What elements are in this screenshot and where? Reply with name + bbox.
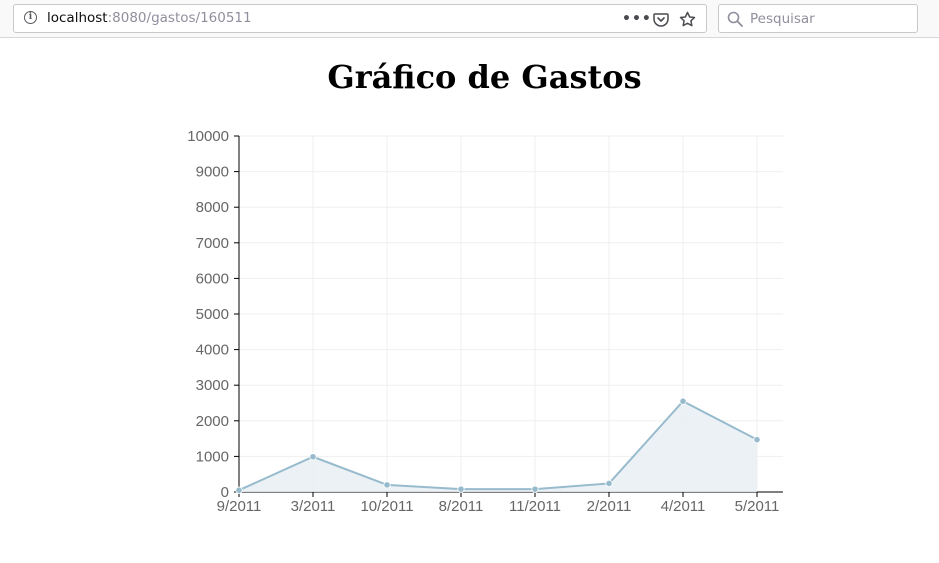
data-point — [457, 485, 465, 493]
search-placeholder: Pesquisar — [750, 11, 815, 27]
more-actions-icon[interactable]: ••• — [622, 11, 652, 27]
series-line — [238, 399, 758, 492]
x-tick-label: 5/2011 — [735, 498, 780, 515]
bookmark-star-icon[interactable] — [674, 11, 700, 28]
x-tick-label: 8/2011 — [439, 498, 484, 515]
url-bar[interactable]: i localhost:8080/gastos/160511 ••• — [13, 4, 707, 33]
search-icon — [727, 11, 743, 31]
search-bar[interactable]: Pesquisar — [718, 4, 918, 33]
x-tick-label: 10/2011 — [360, 498, 413, 515]
y-tick-label: 6000 — [196, 270, 229, 287]
y-tick-label: 8000 — [196, 199, 229, 216]
y-tick-label: 9000 — [196, 164, 229, 181]
y-tick-label: 5000 — [196, 306, 229, 323]
info-icon[interactable]: i — [24, 11, 37, 24]
page-title: Gráfico de Gastos — [327, 58, 642, 96]
data-point — [383, 481, 391, 489]
data-point — [235, 486, 243, 494]
data-point — [679, 397, 687, 405]
x-tick-label: 3/2011 — [291, 498, 336, 515]
x-tick-label: 11/2011 — [509, 498, 561, 515]
y-tick-label: 1000 — [196, 448, 229, 465]
y-tick-label: 0 — [221, 484, 229, 501]
x-tick-label: 4/2011 — [661, 498, 706, 515]
page-actions: ••• — [622, 8, 700, 30]
data-point — [753, 436, 761, 444]
data-point — [309, 453, 317, 461]
url-text[interactable]: localhost:8080/gastos/160511 — [47, 10, 252, 26]
x-tick-label: 9/2011 — [217, 498, 262, 515]
data-point — [531, 485, 539, 493]
x-tick-label: 2/2011 — [587, 498, 632, 515]
y-tick-label: 4000 — [196, 342, 229, 359]
url-path: :8080/gastos/160511 — [107, 10, 252, 26]
y-tick-label: 2000 — [196, 413, 229, 430]
y-tick-label: 7000 — [196, 235, 229, 252]
url-host: localhost — [47, 10, 108, 26]
browser-toolbar: i localhost:8080/gastos/160511 ••• Pesqu… — [0, 0, 939, 38]
pocket-icon[interactable] — [648, 11, 674, 27]
data-point — [605, 479, 613, 488]
y-tick-label: 10000 — [187, 128, 229, 145]
series-area — [239, 401, 757, 492]
y-tick-label: 3000 — [196, 377, 229, 394]
